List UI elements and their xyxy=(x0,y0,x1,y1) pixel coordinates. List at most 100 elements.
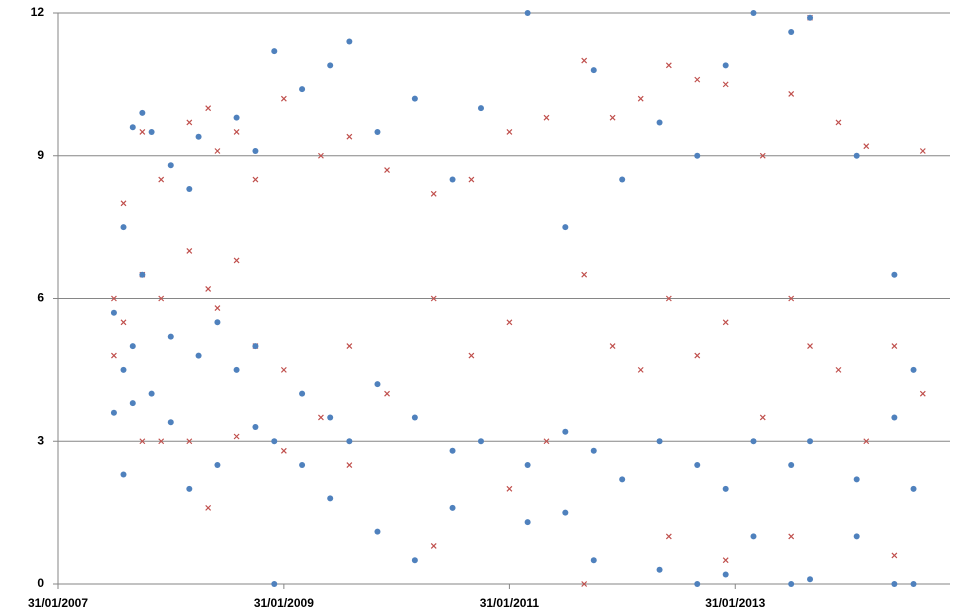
point xyxy=(374,528,381,535)
point xyxy=(506,129,513,135)
point xyxy=(233,433,240,440)
point xyxy=(722,62,729,69)
point xyxy=(280,95,287,102)
point xyxy=(524,462,531,469)
point xyxy=(910,581,917,587)
point xyxy=(468,176,475,183)
point xyxy=(722,81,729,88)
point xyxy=(581,271,588,278)
point xyxy=(120,471,127,478)
point xyxy=(195,133,202,140)
point xyxy=(449,447,456,454)
point xyxy=(694,581,701,587)
point xyxy=(562,428,569,435)
point xyxy=(891,581,898,587)
point xyxy=(694,76,701,83)
point xyxy=(835,366,842,373)
point xyxy=(590,557,597,564)
point xyxy=(853,533,860,540)
point xyxy=(280,366,287,373)
point xyxy=(110,409,117,416)
point xyxy=(167,419,174,426)
point xyxy=(129,400,136,407)
point xyxy=(271,581,278,587)
point xyxy=(863,438,870,445)
point xyxy=(374,128,381,135)
point xyxy=(167,333,174,340)
point xyxy=(694,462,701,469)
point xyxy=(590,447,597,454)
point xyxy=(722,319,729,326)
point xyxy=(271,48,278,55)
point xyxy=(195,352,202,359)
point xyxy=(506,485,513,492)
point xyxy=(205,286,212,292)
point xyxy=(129,343,136,350)
point xyxy=(214,319,221,326)
point xyxy=(788,295,795,302)
point xyxy=(120,319,127,326)
point xyxy=(919,390,926,397)
point xyxy=(186,186,193,193)
point xyxy=(665,295,672,302)
point xyxy=(609,114,616,121)
point xyxy=(411,414,418,421)
point xyxy=(750,533,757,540)
point xyxy=(562,509,569,516)
point xyxy=(807,438,814,445)
point xyxy=(186,485,193,492)
point xyxy=(656,438,663,445)
point xyxy=(590,67,597,74)
point xyxy=(120,366,127,373)
point xyxy=(581,581,588,587)
point xyxy=(788,462,795,469)
point xyxy=(835,119,842,126)
point xyxy=(346,343,353,350)
point xyxy=(299,462,306,469)
point xyxy=(148,390,155,397)
point xyxy=(384,167,390,173)
point xyxy=(327,62,334,69)
point xyxy=(477,105,484,112)
point xyxy=(449,176,456,183)
point xyxy=(891,414,898,421)
point xyxy=(759,152,766,159)
point xyxy=(665,62,672,69)
point xyxy=(477,438,484,445)
point xyxy=(722,557,729,564)
point xyxy=(205,504,212,511)
point xyxy=(214,148,221,154)
point xyxy=(891,552,898,559)
point xyxy=(346,462,353,468)
point xyxy=(524,519,531,526)
point xyxy=(807,576,814,583)
point xyxy=(807,14,814,21)
point xyxy=(609,343,616,350)
point xyxy=(158,295,165,302)
point xyxy=(327,495,334,502)
point xyxy=(722,485,729,492)
point xyxy=(891,271,898,278)
y-tick-label: 6 xyxy=(37,291,44,305)
point xyxy=(374,381,381,388)
point xyxy=(619,176,626,183)
point xyxy=(299,86,306,93)
point xyxy=(694,152,701,159)
point xyxy=(214,305,221,311)
point xyxy=(186,119,193,126)
point xyxy=(788,533,795,540)
point xyxy=(271,438,278,445)
point xyxy=(110,352,117,359)
point xyxy=(788,29,795,36)
point xyxy=(299,390,306,397)
point xyxy=(233,366,240,373)
point xyxy=(346,38,353,45)
point xyxy=(619,476,626,483)
point xyxy=(384,390,390,397)
point xyxy=(637,95,644,102)
point xyxy=(788,581,795,587)
point xyxy=(694,352,701,359)
point xyxy=(863,143,870,150)
point xyxy=(129,124,136,131)
